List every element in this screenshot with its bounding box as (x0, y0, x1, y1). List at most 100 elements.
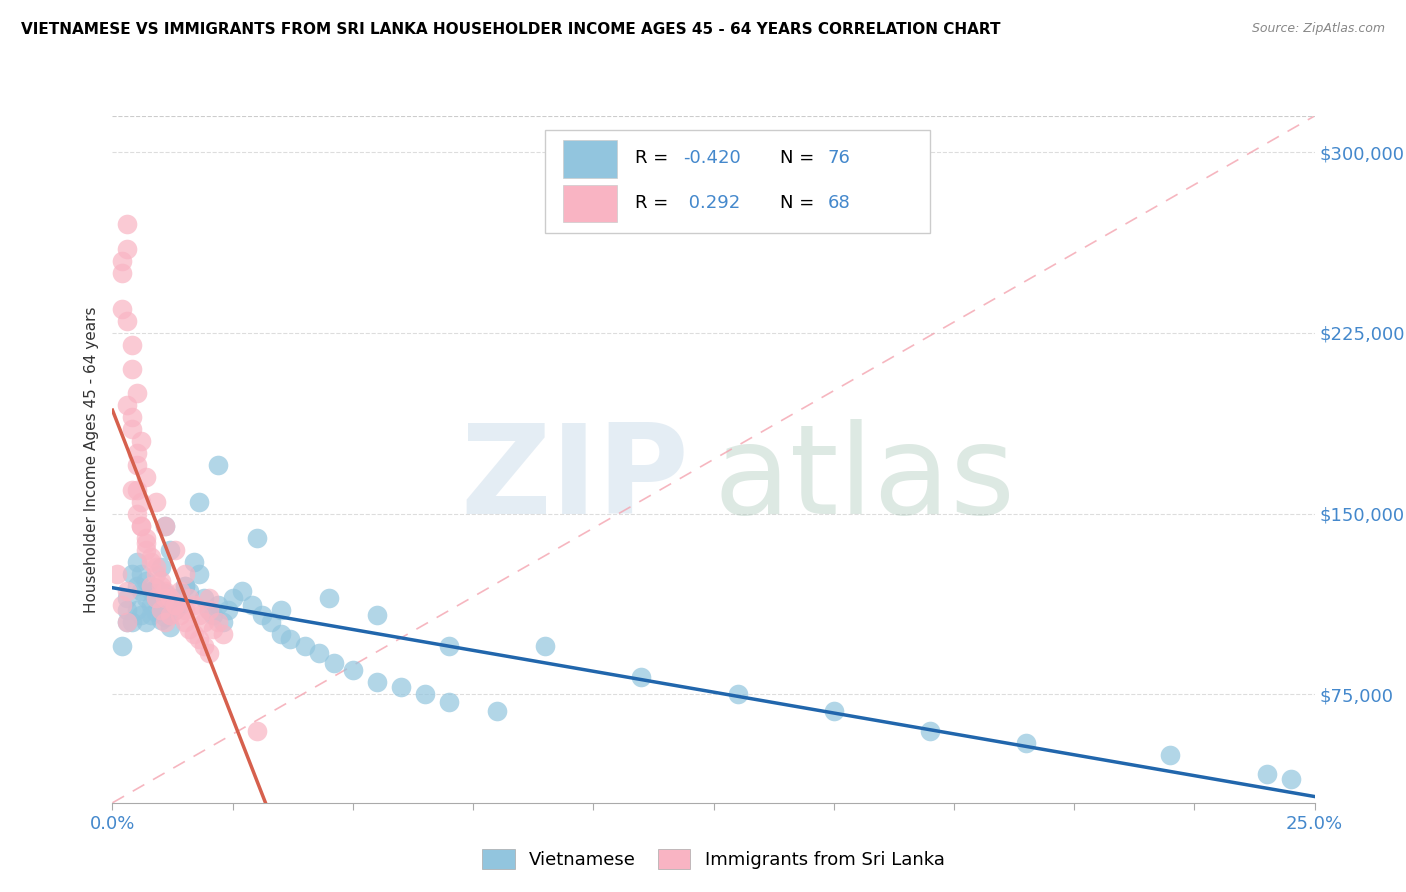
Text: N =: N = (780, 149, 820, 167)
Point (231, 583, 253, 598)
Point (1015, 735, 1038, 749)
Point (163, 603, 186, 617)
Point (173, 579, 195, 593)
Point (155, 615, 177, 629)
Point (534, 639, 557, 653)
Point (240, 598, 263, 612)
Point (131, 518, 153, 533)
Point (173, 603, 195, 617)
Point (105, 566, 128, 581)
Point (630, 671, 652, 685)
FancyBboxPatch shape (564, 185, 617, 222)
Point (135, 542, 157, 557)
Point (179, 583, 201, 598)
Point (149, 603, 172, 617)
Point (179, 622, 201, 636)
Text: atlas: atlas (713, 419, 1015, 541)
Point (135, 531, 157, 545)
Point (823, 704, 845, 718)
Point (111, 639, 134, 653)
Point (139, 555, 162, 569)
Point (145, 606, 167, 620)
Point (131, 583, 153, 598)
Point (183, 555, 205, 569)
Text: VIETNAMESE VS IMMIGRANTS FROM SRI LANKA HOUSEHOLDER INCOME AGES 45 - 64 YEARS CO: VIETNAMESE VS IMMIGRANTS FROM SRI LANKA … (21, 22, 1001, 37)
Point (155, 518, 177, 533)
Point (437, 639, 460, 653)
Point (222, 591, 245, 605)
Point (139, 579, 162, 593)
Point (135, 535, 157, 549)
Point (197, 603, 219, 617)
Point (145, 591, 167, 605)
Point (366, 607, 388, 622)
Point (207, 615, 229, 629)
Point (125, 555, 148, 569)
Point (125, 386, 148, 401)
Point (155, 610, 177, 624)
Point (135, 591, 157, 605)
Point (115, 591, 138, 605)
Point (389, 680, 412, 694)
Point (115, 242, 138, 256)
Point (437, 695, 460, 709)
Point (145, 566, 167, 581)
Point (169, 607, 191, 622)
Point (250, 607, 273, 622)
Point (202, 622, 225, 636)
Point (111, 301, 134, 316)
Point (212, 627, 235, 641)
Point (111, 253, 134, 268)
Point (145, 559, 167, 574)
Point (139, 583, 162, 598)
Point (260, 615, 283, 629)
Point (270, 603, 292, 617)
Point (155, 591, 177, 605)
Point (197, 603, 219, 617)
FancyBboxPatch shape (546, 129, 929, 233)
Point (173, 566, 195, 581)
Point (197, 646, 219, 660)
Point (121, 410, 143, 425)
Point (135, 615, 157, 629)
Point (183, 598, 205, 612)
Point (131, 518, 153, 533)
Legend: Vietnamese, Immigrants from Sri Lanka: Vietnamese, Immigrants from Sri Lanka (475, 842, 952, 876)
Point (366, 675, 388, 690)
Y-axis label: Householder Income Ages 45 - 64 years: Householder Income Ages 45 - 64 years (84, 306, 100, 613)
Point (121, 615, 143, 629)
Text: 0.292: 0.292 (683, 194, 741, 212)
Point (246, 723, 269, 738)
Point (125, 579, 148, 593)
Point (115, 603, 138, 617)
Point (322, 656, 344, 670)
Point (188, 494, 211, 508)
Point (159, 542, 181, 557)
Point (342, 663, 364, 677)
Point (121, 338, 143, 352)
Point (413, 687, 436, 701)
Point (125, 507, 148, 521)
Point (294, 639, 316, 653)
Point (149, 593, 172, 607)
Point (727, 687, 749, 701)
Point (135, 574, 157, 588)
Point (115, 398, 138, 412)
Point (115, 218, 138, 232)
Point (1159, 747, 1181, 762)
Text: Source: ZipAtlas.com: Source: ZipAtlas.com (1251, 22, 1385, 36)
Point (212, 615, 235, 629)
Point (121, 362, 143, 376)
Point (135, 470, 157, 484)
Point (207, 458, 229, 473)
Point (202, 607, 225, 622)
Text: 76: 76 (828, 149, 851, 167)
Point (121, 566, 143, 581)
Text: ZIP: ZIP (461, 419, 689, 541)
Point (149, 559, 172, 574)
Text: R =: R = (636, 149, 675, 167)
Point (131, 434, 153, 449)
Point (169, 583, 191, 598)
Point (149, 613, 172, 627)
Point (918, 723, 941, 738)
